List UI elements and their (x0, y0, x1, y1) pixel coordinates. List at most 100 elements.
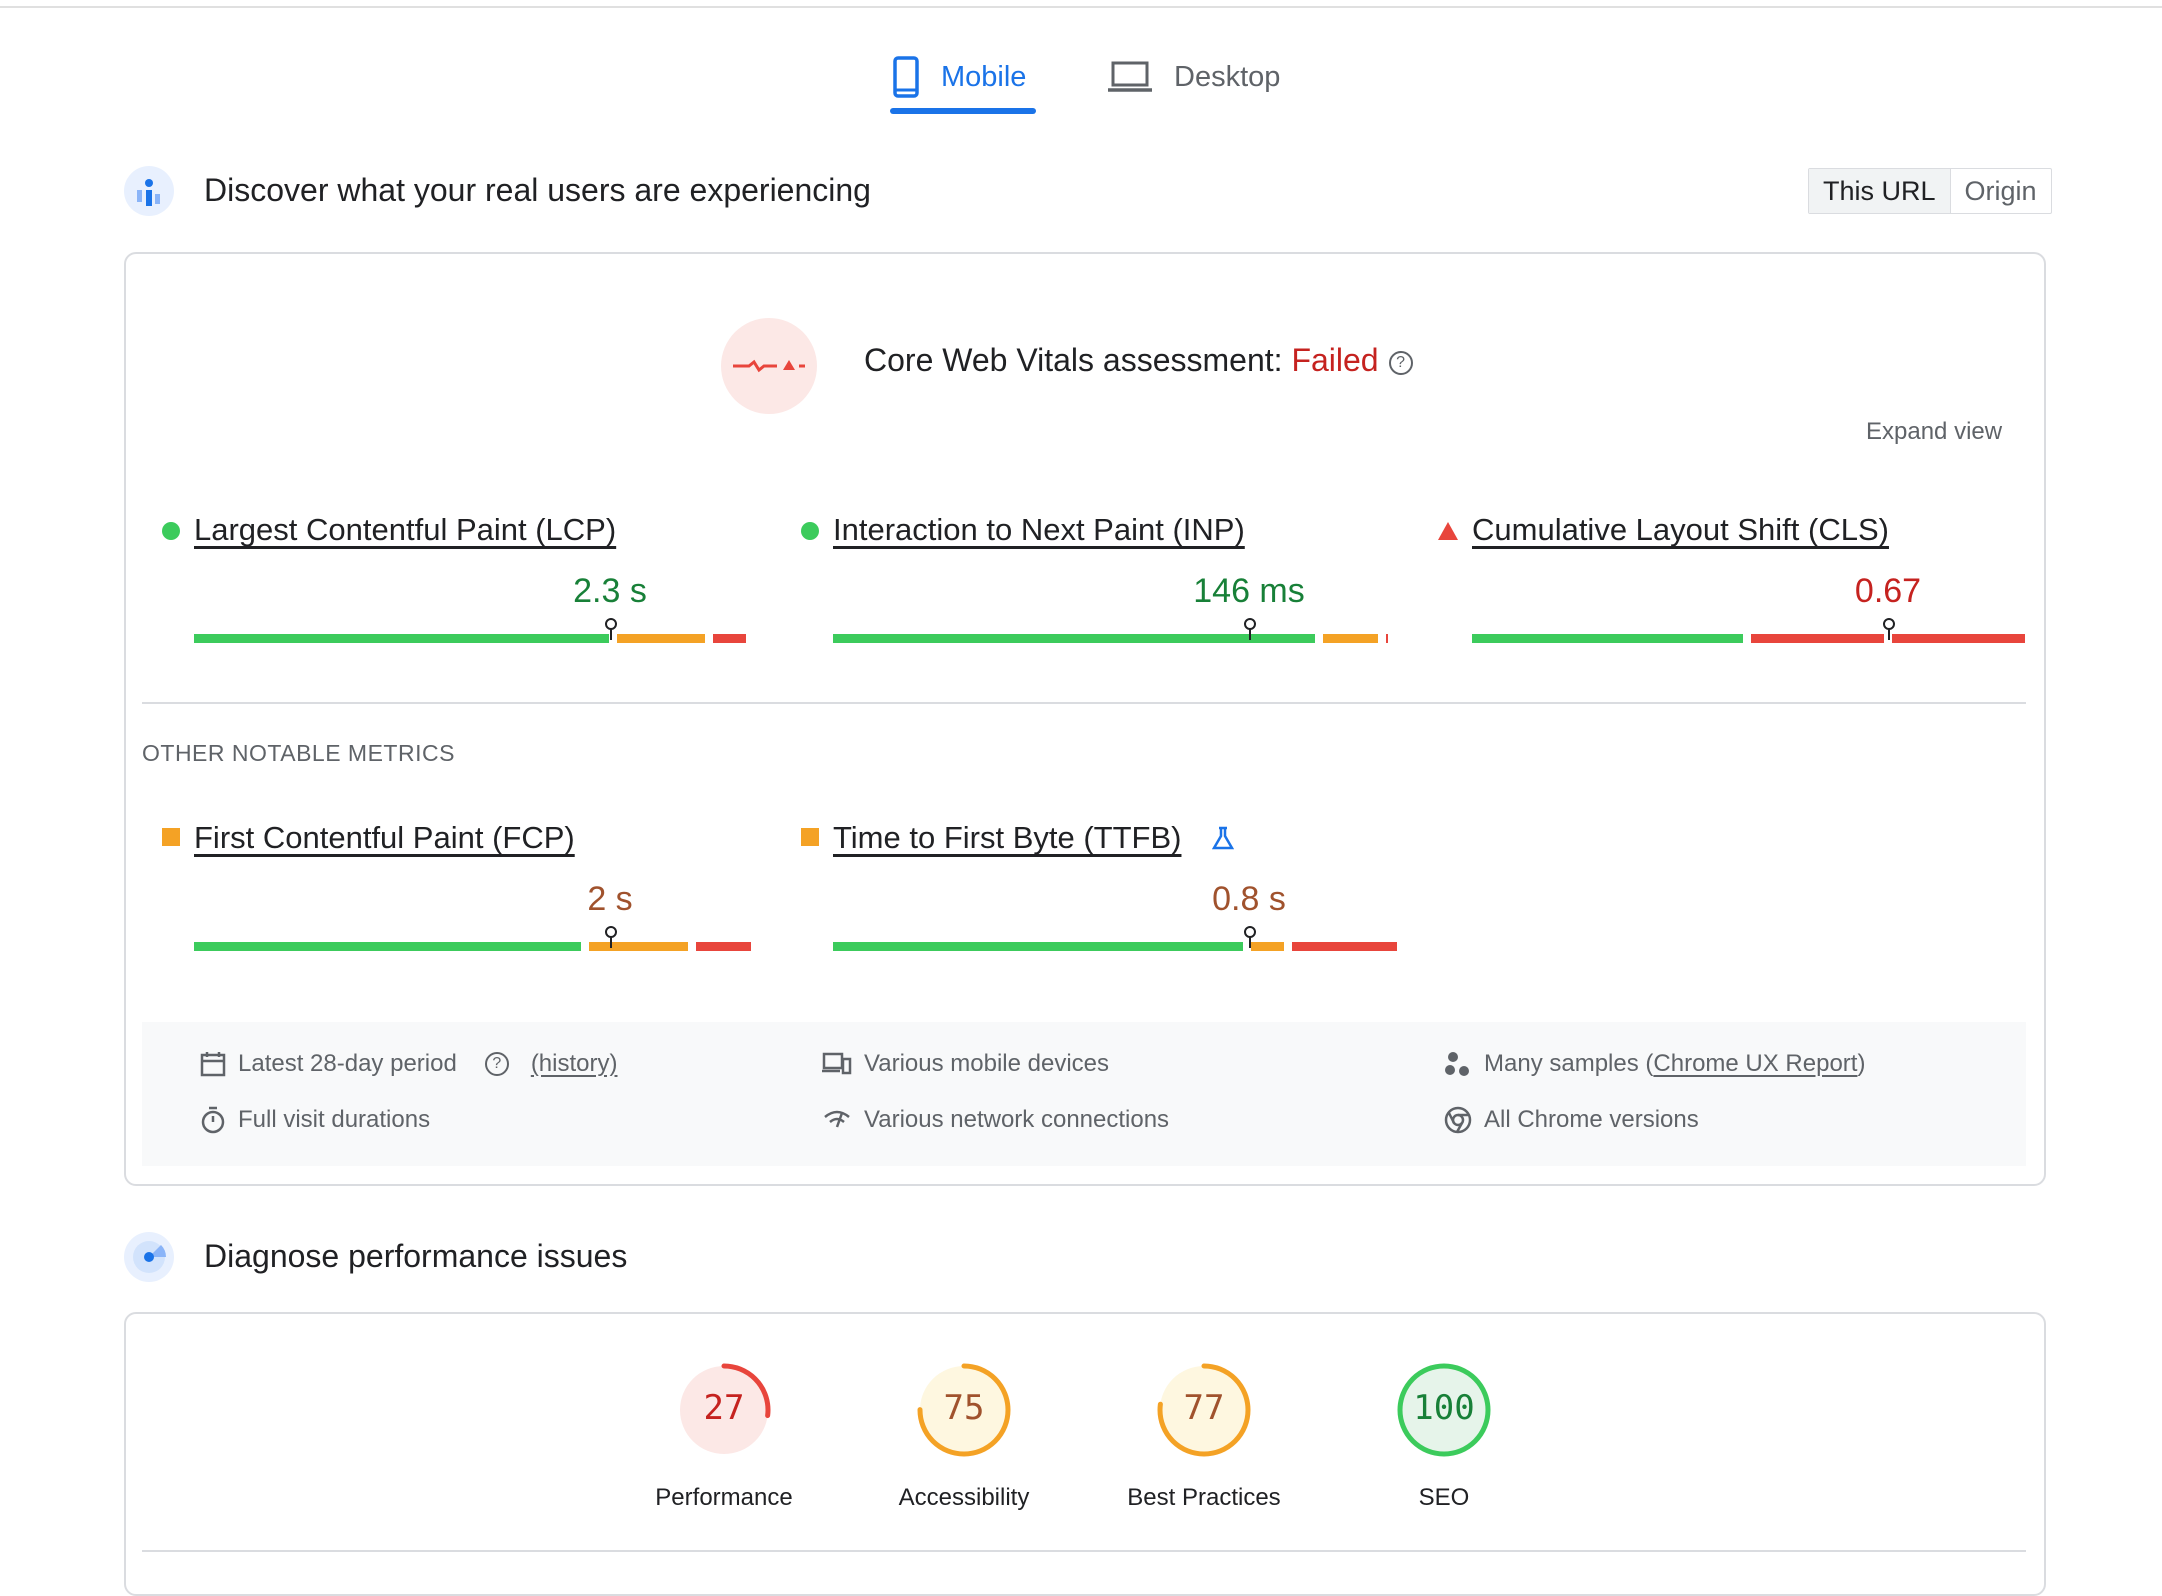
percentile-marker-head (1244, 926, 1256, 938)
distribution-segment (833, 942, 1243, 951)
score-label: Best Practices (1127, 1484, 1281, 1511)
distribution-segment (713, 634, 746, 643)
url-origin-toggle: This URL Origin (1808, 168, 2052, 214)
metric-lcp-value: 2.3 s (573, 572, 647, 610)
data-info-panel (142, 1022, 2026, 1166)
distribution-segment (1892, 634, 2025, 643)
info-devices: Various mobile devices (822, 1050, 1109, 1078)
tab-desktop[interactable]: Desktop (1108, 40, 1280, 114)
info-devices-text: Various mobile devices (864, 1050, 1110, 1077)
percentile-marker (1888, 624, 1890, 640)
help-icon[interactable]: ? (1388, 350, 1413, 375)
top-divider (0, 6, 2162, 8)
other-metrics-heading: OTHER NOTABLE METRICS (142, 740, 455, 766)
this-url-button[interactable]: This URL (1809, 169, 1951, 213)
metric-fcp-value: 2 s (587, 880, 633, 918)
field-data-title: Discover what your real users are experi… (204, 172, 871, 208)
history-link[interactable]: (history) (530, 1050, 618, 1077)
distribution-segment (1292, 942, 1397, 951)
score-value: 75 (943, 1388, 985, 1428)
needs-improvement-status-icon (801, 828, 819, 846)
cwv-label: Core Web Vitals assessment: (864, 342, 1292, 378)
score-label: SEO (1418, 1484, 1470, 1511)
good-status-icon (801, 522, 819, 540)
info-durations-text: Full visit durations (238, 1106, 431, 1133)
info-samples: Many samples (Chrome UX Report) (1444, 1050, 1865, 1078)
distribution-segment (1323, 634, 1378, 643)
distribution-segment (1472, 634, 1743, 643)
experimental-flask-icon (1212, 826, 1234, 850)
metric-lcp-title[interactable]: Largest Contentful Paint (LCP) (194, 512, 617, 547)
distribution-segment (194, 942, 581, 951)
lab-data-card (124, 1312, 2046, 1596)
calendar-icon (200, 1052, 226, 1077)
samples-icon (1445, 1052, 1469, 1076)
percentile-marker (610, 624, 612, 640)
timer-icon (201, 1106, 225, 1134)
percentile-marker (610, 932, 612, 948)
distribution-segment (1386, 634, 1388, 643)
info-chrome: All Chrome versions (1444, 1106, 1699, 1134)
cwv-failed-icon (721, 318, 817, 414)
score-value: 77 (1183, 1388, 1225, 1428)
metric-inp-title[interactable]: Interaction to Next Paint (INP) (833, 512, 1245, 547)
distribution-segment (617, 634, 705, 643)
active-tab-indicator (890, 108, 1036, 114)
info-network-text: Various network connections (864, 1106, 1170, 1133)
info-samples-suffix: ) (1857, 1050, 1866, 1077)
percentile-marker (1249, 932, 1251, 948)
distribution-segment (589, 942, 688, 951)
score-label: Performance (655, 1484, 793, 1511)
percentile-marker-head (605, 926, 617, 938)
metric-cls-title[interactable]: Cumulative Layout Shift (CLS) (1472, 512, 1889, 547)
chrome-icon (1444, 1106, 1472, 1134)
info-period-text: Latest 28-day period (238, 1050, 457, 1077)
lab-data-title: Diagnose performance issues (204, 1238, 628, 1274)
info-network: Various network connections (822, 1106, 1169, 1134)
poor-status-icon (1438, 522, 1458, 540)
expand-view-button[interactable]: Expand view (1866, 418, 2003, 445)
metric-ttfb-value: 0.8 s (1212, 880, 1286, 918)
needs-improvement-status-icon (162, 828, 180, 846)
lighthouse-radar-icon (124, 1232, 174, 1282)
chrome-ux-report-link[interactable]: Chrome UX Report (1653, 1050, 1858, 1077)
info-chrome-text: All Chrome versions (1484, 1106, 1699, 1133)
info-period: Latest 28-day period ? (history) (200, 1050, 617, 1078)
distribution-segment (696, 942, 751, 951)
network-icon (824, 1110, 850, 1128)
score-gauge-accessibility[interactable] (909, 1355, 1019, 1465)
score-gauge-best-practices[interactable] (1149, 1355, 1259, 1465)
lab-divider (142, 1550, 2026, 1552)
score-gauge-performance[interactable] (669, 1355, 779, 1465)
metric-ttfb-title[interactable]: Time to First Byte (TTFB) (833, 820, 1182, 855)
tab-mobile-label: Mobile (941, 60, 1027, 93)
cwv-assessment: Core Web Vitals assessment: Failed? (864, 342, 1413, 379)
percentile-marker-head (1883, 618, 1895, 630)
devices-icon (822, 1052, 852, 1075)
distribution-segment (1251, 942, 1284, 951)
metrics-divider (142, 702, 2026, 704)
tab-desktop-label: Desktop (1174, 60, 1281, 93)
percentile-marker (1249, 624, 1251, 640)
info-samples-prefix: Many samples ( (1484, 1050, 1654, 1077)
crux-chart-icon (124, 166, 174, 216)
distribution-segment (1751, 634, 1884, 643)
info-durations: Full visit durations (200, 1106, 430, 1134)
phone-icon (893, 56, 919, 98)
tab-mobile[interactable]: Mobile (893, 40, 1026, 114)
score-gauge-seo[interactable] (1389, 1355, 1499, 1465)
help-icon[interactable]: ? (484, 1052, 509, 1076)
good-status-icon (162, 522, 180, 540)
score-label: Accessibility (898, 1484, 1030, 1511)
distribution-segment (833, 634, 1315, 643)
percentile-marker-head (1244, 618, 1256, 630)
origin-button[interactable]: Origin (1964, 175, 2037, 206)
laptop-icon (1108, 61, 1152, 92)
score-value: 27 (703, 1388, 745, 1428)
metric-inp-value: 146 ms (1193, 572, 1305, 610)
distribution-segment (194, 634, 609, 643)
percentile-marker-head (605, 618, 617, 630)
cwv-status: Failed (1291, 342, 1379, 378)
metric-cls-value: 0.67 (1854, 572, 1922, 610)
metric-fcp-title[interactable]: First Contentful Paint (FCP) (194, 820, 575, 855)
